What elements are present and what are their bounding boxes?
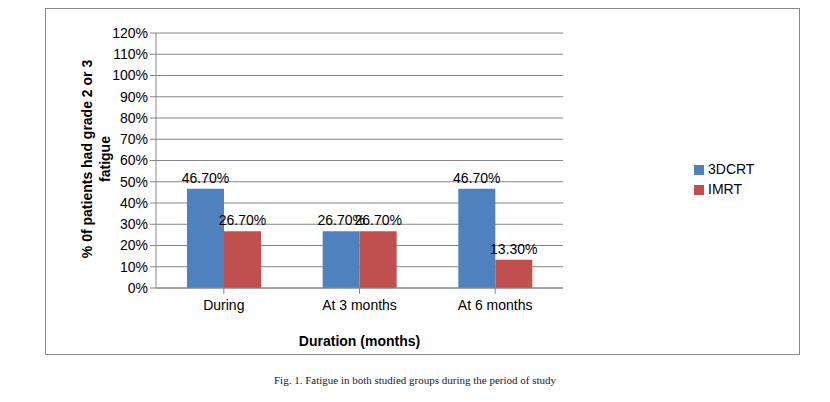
svg-text:46.70%: 46.70%: [182, 170, 229, 186]
svg-text:% 0f patients had grade 2 or 3: % 0f patients had grade 2 or 3: [79, 60, 95, 259]
svg-text:30%: 30%: [120, 216, 148, 232]
svg-text:At 3 months: At 3 months: [322, 297, 397, 313]
svg-text:110%: 110%: [113, 46, 148, 62]
svg-text:50%: 50%: [120, 174, 148, 190]
svg-text:80%: 80%: [120, 110, 148, 126]
svg-text:20%: 20%: [120, 237, 148, 253]
svg-text:46.70%: 46.70%: [453, 170, 500, 186]
svg-text:10%: 10%: [120, 259, 148, 275]
html-text:3DCRT: 3DCRT: [708, 161, 755, 177]
svg-text:26.70%: 26.70%: [354, 212, 401, 228]
html-text:IMRT: IMRT: [708, 181, 742, 197]
svg-text:During: During: [203, 297, 244, 313]
svg-text:At 6 months: At 6 months: [458, 297, 533, 313]
svg-text:100%: 100%: [112, 67, 148, 83]
html-text:Fig. 1. Fatigue in both studie: Fig. 1. Fatigue in both studied groups d…: [274, 374, 556, 386]
svg-text:26.70%: 26.70%: [219, 212, 266, 228]
svg-text:0%: 0%: [128, 280, 148, 296]
svg-text:40%: 40%: [120, 195, 148, 211]
svg-text:fatigue: fatigue: [97, 136, 113, 182]
svg-text:70%: 70%: [120, 131, 148, 147]
svg-text:Duration (months): Duration (months): [299, 333, 420, 349]
svg-text:26.70%: 26.70%: [317, 212, 365, 229]
svg-text:120%: 120%: [112, 25, 148, 41]
svg-text:13.30%: 13.30%: [490, 241, 537, 257]
svg-text:90%: 90%: [120, 89, 148, 105]
svg-text:60%: 60%: [120, 152, 148, 168]
